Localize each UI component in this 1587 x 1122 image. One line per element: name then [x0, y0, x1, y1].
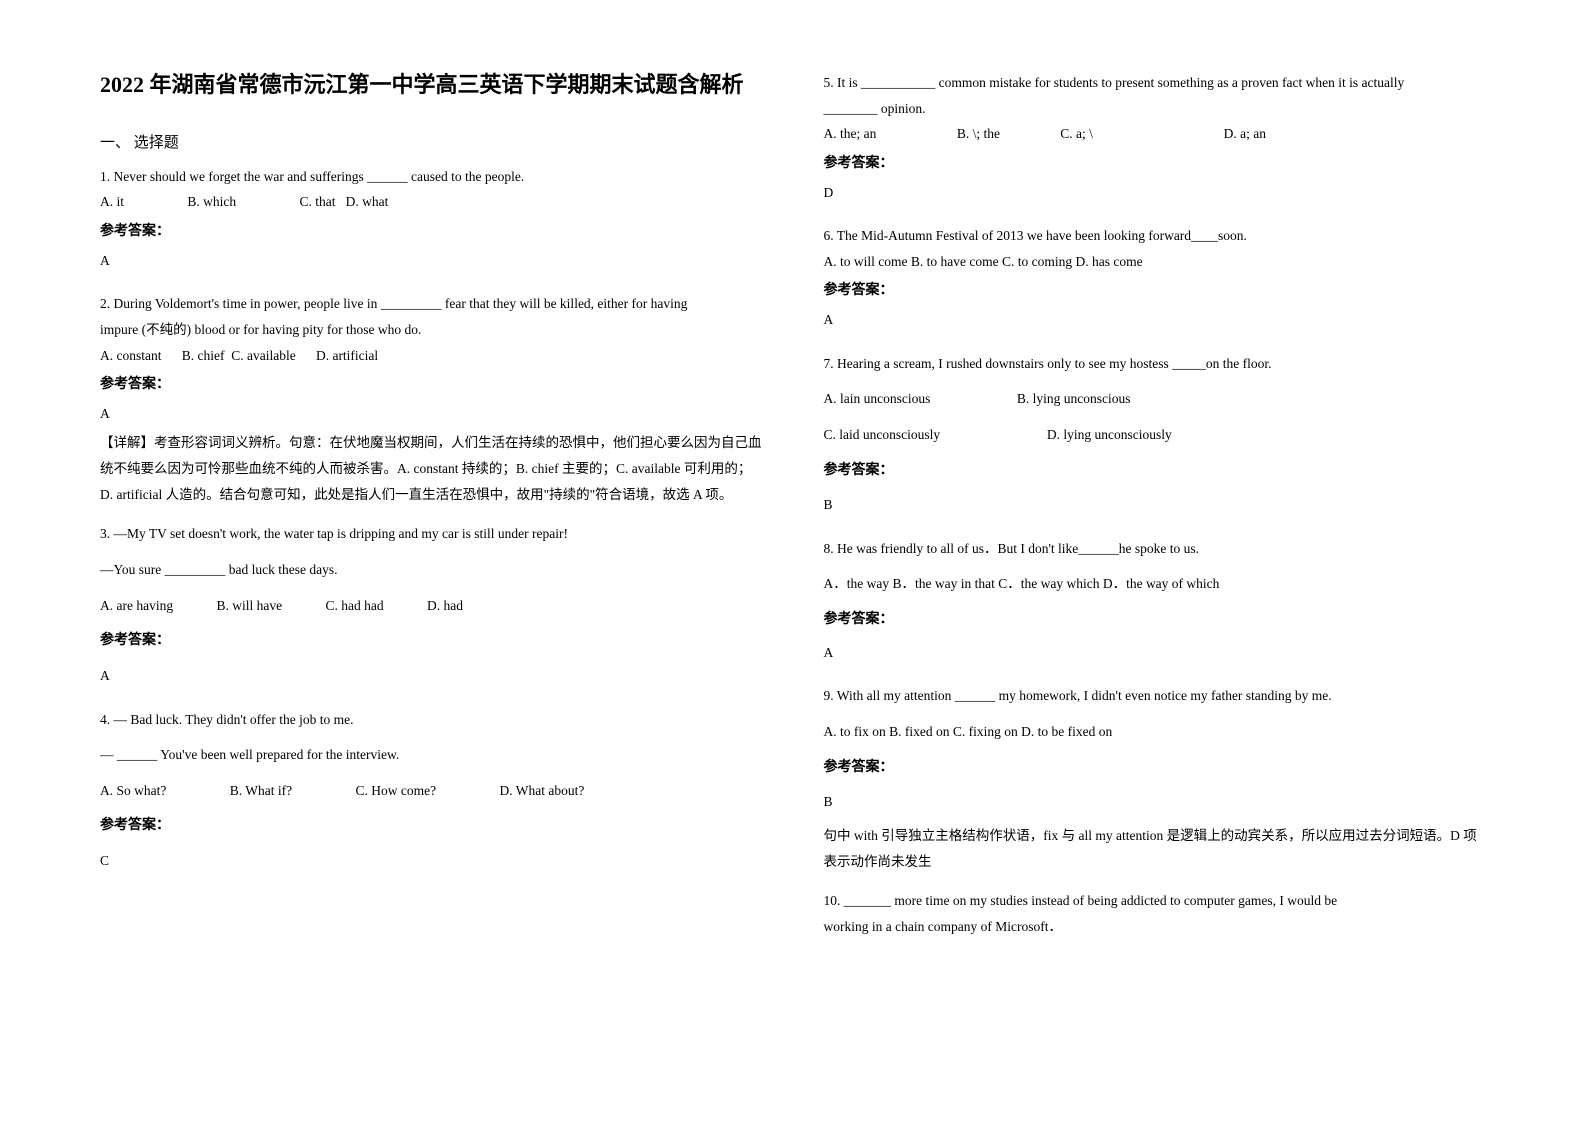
- q3-options: A. are having B. will have C. had had D.…: [100, 593, 764, 619]
- q1-text: 1. Never should we forget the war and su…: [100, 164, 764, 190]
- q1-options: A. it B. which C. that D. what: [100, 189, 764, 215]
- question-10: 10. _______ more time on my studies inst…: [824, 888, 1488, 939]
- q4-text1: 4. — Bad luck. They didn't offer the job…: [100, 707, 764, 733]
- q4-opt-c: C. How come?: [355, 778, 436, 804]
- q3-opt-c: C. had had: [325, 593, 383, 619]
- q6-options: A. to will come B. to have come C. to co…: [824, 249, 1488, 275]
- question-2: 2. During Voldemort's time in power, peo…: [100, 291, 764, 507]
- q2-text2: impure (不纯的) blood or for having pity fo…: [100, 317, 764, 343]
- q5-opt-a: A. the; an: [824, 121, 954, 147]
- q5-opt-d: D. a; an: [1224, 126, 1266, 141]
- q5-options: A. the; an B. \; the C. a; \ D. a; an: [824, 121, 1488, 147]
- q4-answer-label: 参考答案：: [100, 813, 764, 840]
- q6-answer: A: [824, 307, 1488, 333]
- q4-opt-d: D. What about?: [499, 783, 584, 798]
- q3-answer-label: 参考答案：: [100, 628, 764, 655]
- q5-text2: ________ opinion.: [824, 96, 1488, 122]
- q3-opt-b: B. will have: [216, 593, 282, 619]
- q4-text2: — ______ You've been well prepared for t…: [100, 742, 764, 768]
- q3-opt-d: D. had: [427, 598, 463, 613]
- q5-answer: D: [824, 180, 1488, 206]
- q9-answer-label: 参考答案：: [824, 755, 1488, 782]
- q4-opt-b: B. What if?: [230, 778, 292, 804]
- q8-answer: A: [824, 640, 1488, 666]
- q4-opt-a: A. So what?: [100, 778, 166, 804]
- q10-text1: 10. _______ more time on my studies inst…: [824, 888, 1488, 914]
- q3-text1: 3. —My TV set doesn't work, the water ta…: [100, 521, 764, 547]
- question-6: 6. The Mid-Autumn Festival of 2013 we ha…: [824, 223, 1488, 337]
- q7-options-line2: C. laid unconsciously D. lying unconscio…: [824, 422, 1488, 448]
- document-title: 2022 年湖南省常德市沅江第一中学高三英语下学期期末试题含解析: [100, 70, 764, 101]
- q7-options-line1: A. lain unconscious B. lying unconscious: [824, 386, 1488, 412]
- q5-text1: 5. It is ___________ common mistake for …: [824, 70, 1488, 96]
- q1-answer-label: 参考答案：: [100, 219, 764, 246]
- question-1: 1. Never should we forget the war and su…: [100, 164, 764, 278]
- q7-text: 7. Hearing a scream, I rushed downstairs…: [824, 351, 1488, 377]
- q1-answer: A: [100, 248, 764, 274]
- q7-opt-a: A. lain unconscious: [824, 386, 1014, 412]
- q7-opt-b: B. lying unconscious: [1017, 391, 1131, 406]
- question-9: 9. With all my attention ______ my homew…: [824, 683, 1488, 874]
- question-5: 5. It is ___________ common mistake for …: [824, 70, 1488, 209]
- q2-answer: A: [100, 401, 764, 427]
- q9-answer: B: [824, 789, 1488, 815]
- q9-text: 9. With all my attention ______ my homew…: [824, 683, 1488, 709]
- q3-answer: A: [100, 663, 764, 689]
- section-heading: 一、 选择题: [100, 131, 764, 152]
- q5-opt-c: C. a; \: [1060, 121, 1220, 147]
- q8-options: A．the way B．the way in that C．the way wh…: [824, 571, 1488, 597]
- q4-answer: C: [100, 848, 764, 874]
- q4-options: A. So what? B. What if? C. How come? D. …: [100, 778, 764, 804]
- right-column: 5. It is ___________ common mistake for …: [824, 70, 1488, 1052]
- q2-text1: 2. During Voldemort's time in power, peo…: [100, 291, 764, 317]
- q3-text2: —You sure _________ bad luck these days.: [100, 557, 764, 583]
- q9-explanation: 句中 with 引导独立主格结构作状语，fix 与 all my attenti…: [824, 823, 1488, 874]
- q2-explanation: 【详解】考查形容词词义辨析。句意：在伏地魔当权期间，人们生活在持续的恐惧中，他们…: [100, 430, 764, 507]
- q1-opt-a: A. it: [100, 189, 124, 215]
- q2-answer-label: 参考答案：: [100, 372, 764, 399]
- q10-text2: working in a chain company of Microsoft．: [824, 914, 1488, 940]
- q1-opt-c: C. that: [300, 194, 336, 209]
- q1-opt-d: D. what: [346, 194, 389, 209]
- left-column: 2022 年湖南省常德市沅江第一中学高三英语下学期期末试题含解析 一、 选择题 …: [100, 70, 764, 1052]
- q8-answer-label: 参考答案：: [824, 607, 1488, 634]
- q7-answer-label: 参考答案：: [824, 458, 1488, 485]
- q1-opt-b: B. which: [187, 189, 236, 215]
- question-4: 4. — Bad luck. They didn't offer the job…: [100, 707, 764, 878]
- q9-options: A. to fix on B. fixed on C. fixing on D.…: [824, 719, 1488, 745]
- question-8: 8. He was friendly to all of us．But I do…: [824, 536, 1488, 670]
- q7-answer: B: [824, 492, 1488, 518]
- q2-options: A. constant B. chief C. available D. art…: [100, 343, 764, 369]
- q5-answer-label: 参考答案：: [824, 151, 1488, 178]
- q7-opt-d: D. lying unconsciously: [1047, 427, 1172, 442]
- q6-text: 6. The Mid-Autumn Festival of 2013 we ha…: [824, 223, 1488, 249]
- q3-opt-a: A. are having: [100, 593, 173, 619]
- q8-text: 8. He was friendly to all of us．But I do…: [824, 536, 1488, 562]
- question-3: 3. —My TV set doesn't work, the water ta…: [100, 521, 764, 692]
- q5-opt-b: B. \; the: [957, 121, 1057, 147]
- q7-opt-c: C. laid unconsciously: [824, 422, 1044, 448]
- q6-answer-label: 参考答案：: [824, 278, 1488, 305]
- question-7: 7. Hearing a scream, I rushed downstairs…: [824, 351, 1488, 522]
